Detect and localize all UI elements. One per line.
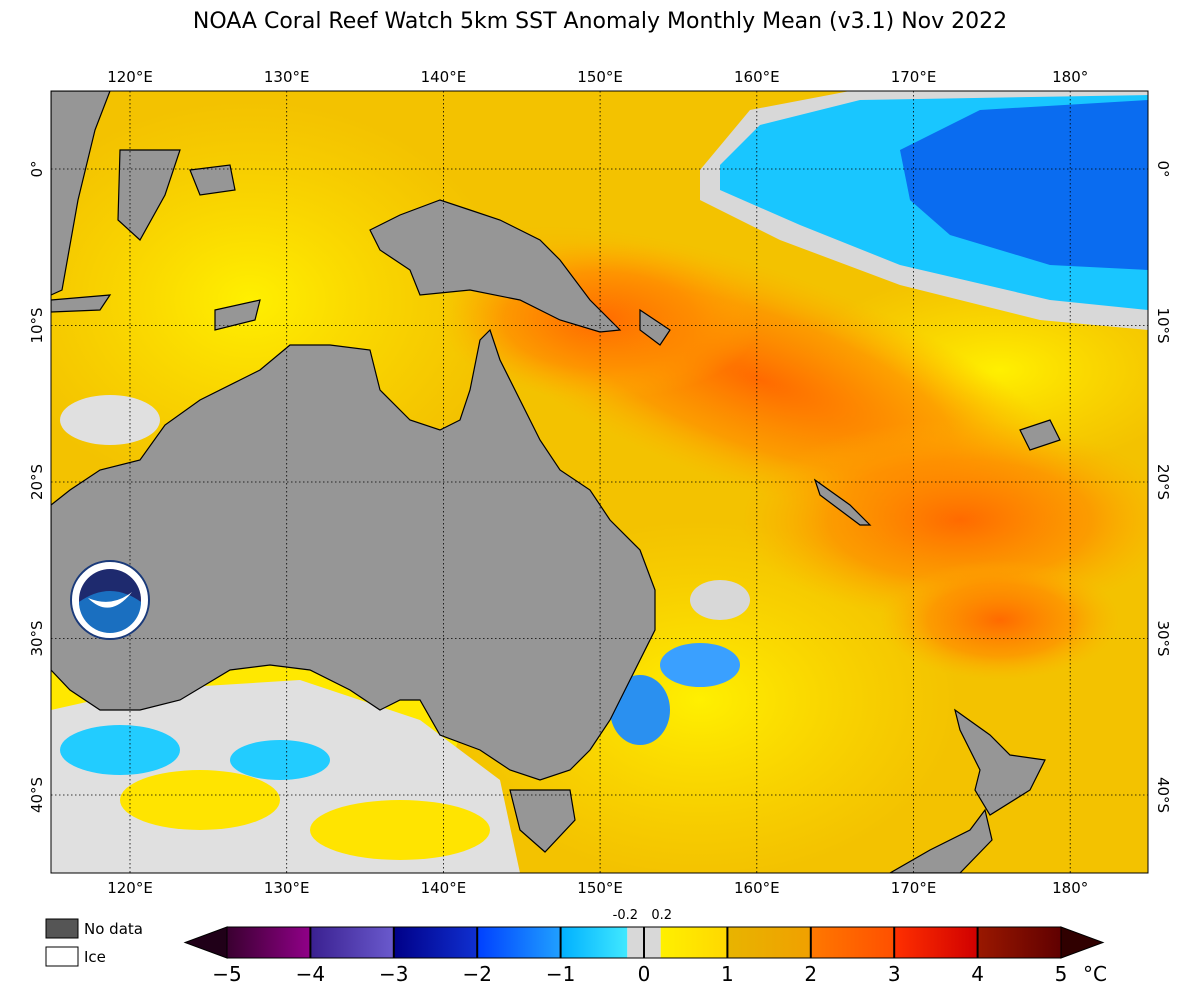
- colorbar-extend: [183, 926, 228, 959]
- lat-label: 30°S: [28, 620, 46, 656]
- lat-label: 30°S: [1154, 620, 1172, 656]
- lat-label: 0°: [1154, 160, 1172, 177]
- colorbar-segment: [894, 927, 978, 958]
- lon-label: 140°E: [421, 879, 467, 897]
- lat-label: 40°S: [28, 777, 46, 813]
- colorbar-segment: [393, 927, 478, 958]
- colorbar-segment: [310, 927, 394, 958]
- lon-label: 170°E: [891, 879, 937, 897]
- map-area: [51, 91, 1148, 873]
- near-zero-label: -0.2: [613, 908, 638, 923]
- colorbar-tick-label: −3: [379, 962, 408, 986]
- noaa-logo: [70, 560, 150, 640]
- lon-label: 160°E: [734, 879, 780, 897]
- colorbar-tick-label: 1: [721, 962, 734, 986]
- colorbar-segment: [977, 927, 1061, 958]
- legend-label: Ice: [84, 948, 106, 966]
- lon-label: 130°E: [264, 879, 310, 897]
- lon-label: 120°E: [107, 879, 153, 897]
- lon-label: 130°E: [264, 68, 310, 86]
- colorbar-segment: [560, 927, 628, 958]
- lat-label: 10°S: [1154, 307, 1172, 343]
- colorbar: −5 −4 −3 −2 −1 0 1 2 3 4 5 -0.2 0.2 °C: [183, 908, 1107, 986]
- lat-label: 0°: [28, 160, 46, 177]
- title: NOAA Coral Reef Watch 5km SST Anomaly Mo…: [193, 9, 1007, 34]
- colorbar-tick-label: 0: [638, 962, 651, 986]
- lat-label: 10°S: [28, 307, 46, 343]
- colorbar-segment: [727, 927, 811, 958]
- lon-label: 120°E: [107, 68, 153, 86]
- colorbar-tick-label: −4: [296, 962, 325, 986]
- lon-label: 150°E: [577, 68, 623, 86]
- colorbar-tick-label: −5: [212, 962, 241, 986]
- lat-label: 20°S: [28, 464, 46, 500]
- legend-label: No data: [84, 920, 143, 938]
- lat-label: 40°S: [1154, 777, 1172, 813]
- colorbar-tick-label: 2: [804, 962, 817, 986]
- colorbar-segment: [227, 927, 311, 958]
- lon-label: 140°E: [421, 68, 467, 86]
- colorbar-tick-label: 4: [971, 962, 984, 986]
- near-zero-label: 0.2: [651, 908, 672, 923]
- colorbar-tick-label: 3: [888, 962, 901, 986]
- lon-label: 170°E: [891, 68, 937, 86]
- ice-swatch: [45, 946, 79, 967]
- colorbar-tick-label: −1: [546, 962, 575, 986]
- lon-label: 180°: [1052, 68, 1088, 86]
- lat-label: 20°S: [1154, 464, 1172, 500]
- no-data-swatch: [45, 918, 79, 939]
- colorbar-extend: [1060, 926, 1105, 959]
- lon-label: 160°E: [734, 68, 780, 86]
- colorbar-tick-label: −2: [462, 962, 491, 986]
- colorbar-tick-label: 5: [1055, 962, 1068, 986]
- map-frame: [50, 90, 1149, 874]
- colorbar-segment: [660, 927, 728, 958]
- colorbar-segment: [477, 927, 561, 958]
- lon-label: 150°E: [577, 879, 623, 897]
- colorbar-unit: °C: [1083, 962, 1107, 986]
- colorbar-segment: [810, 927, 895, 958]
- lon-label: 180°: [1052, 879, 1088, 897]
